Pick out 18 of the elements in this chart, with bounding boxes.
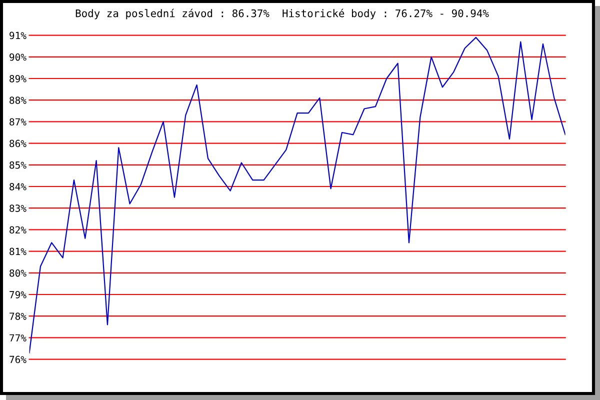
y-tick-label: 88% xyxy=(10,96,26,104)
y-tick-label: 82% xyxy=(10,226,26,234)
y-tick-label: 87% xyxy=(10,118,26,126)
y-tick-label: 90% xyxy=(10,53,26,61)
y-tick-label: 76% xyxy=(10,356,26,364)
y-tick-label: 78% xyxy=(10,312,26,320)
y-tick-label: 89% xyxy=(10,75,26,82)
y-tick-label: 83% xyxy=(10,204,26,212)
y-tick-label: 85% xyxy=(10,161,26,169)
y-tick-label: 84% xyxy=(10,183,26,190)
y-tick-label: 80% xyxy=(10,269,26,277)
chart-title: Body za poslední závod : 86.37% Historické body : 76.27% - 90.94% xyxy=(76,8,489,20)
line-series xyxy=(29,36,566,354)
y-tick-label: 79% xyxy=(10,291,26,298)
y-tick-label: 91% xyxy=(10,32,26,40)
y-tick-label: 86% xyxy=(10,140,26,148)
y-tick-label: 77% xyxy=(10,334,26,342)
y-tick-label: 81% xyxy=(10,248,26,256)
